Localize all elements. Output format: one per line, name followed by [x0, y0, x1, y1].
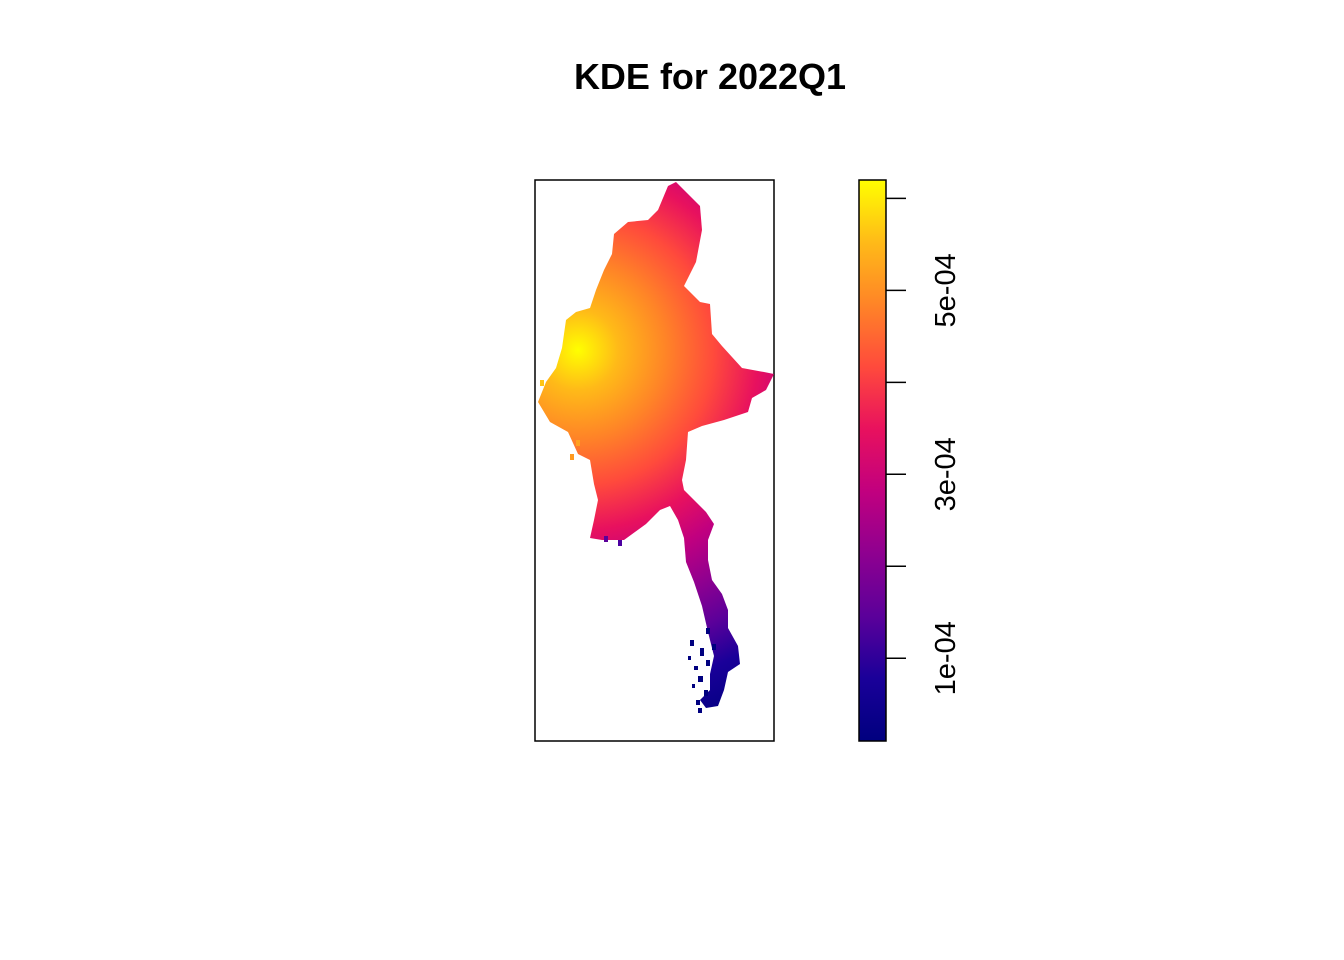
- colorbar-tick-label: 1e-04: [930, 621, 962, 695]
- island: [698, 708, 702, 713]
- kde-density-layer: [535, 180, 774, 741]
- kde-surface: [535, 180, 774, 741]
- color-legend: 1e-04 3e-04 5e-04: [859, 180, 962, 741]
- fringe-pixel: [576, 440, 580, 446]
- island: [698, 676, 703, 682]
- island: [706, 628, 710, 634]
- colorbar-tick-label: 5e-04: [930, 253, 962, 327]
- island: [690, 640, 694, 646]
- fringe-pixel: [540, 380, 544, 386]
- fringe-pixel: [604, 536, 608, 542]
- colorbar-tick-label: 3e-04: [930, 437, 962, 511]
- colorbar-gradient: [859, 180, 886, 741]
- island: [696, 700, 700, 705]
- fringe-pixel: [618, 540, 622, 546]
- colorbar-ticks: 1e-04 3e-04 5e-04: [886, 198, 962, 695]
- fringe-pixel: [570, 454, 574, 460]
- island: [700, 648, 704, 656]
- island: [704, 690, 708, 696]
- island: [706, 660, 710, 666]
- island: [712, 644, 716, 650]
- island: [688, 656, 691, 660]
- island: [694, 666, 698, 670]
- island: [692, 684, 695, 688]
